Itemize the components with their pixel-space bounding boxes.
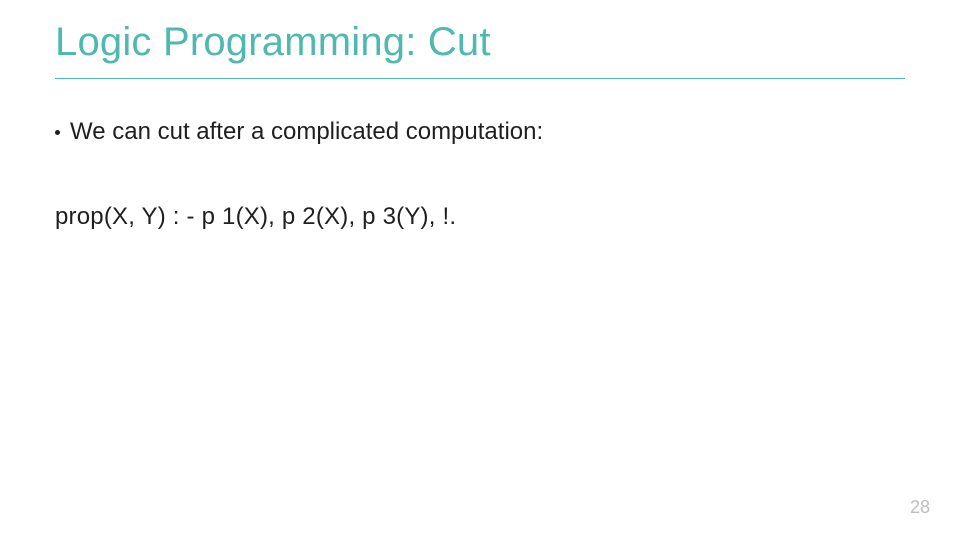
page-number: 28 (910, 497, 930, 518)
code-line: prop(X, Y) : - p 1(X), p 2(X), p 3(Y), !… (55, 203, 456, 231)
bullet-text: We can cut after a complicated computati… (70, 118, 543, 146)
title-underline (55, 78, 905, 79)
slide: Logic Programming: Cut We can cut after … (0, 0, 960, 540)
slide-title: Logic Programming: Cut (55, 20, 491, 65)
bullet-item: We can cut after a complicated computati… (55, 118, 543, 146)
bullet-dot-icon (55, 130, 60, 135)
